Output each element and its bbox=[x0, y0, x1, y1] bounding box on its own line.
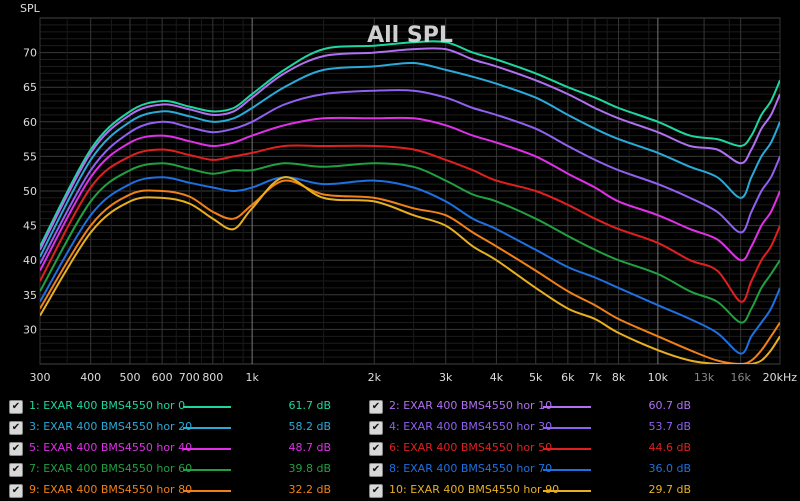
legend-swatch bbox=[183, 490, 231, 492]
legend-level: 39.8 dB bbox=[288, 462, 331, 475]
legend: ✔ 1: EXAR 400 BMS4550 hor 0 61.7 dB ✔ 2: EXA… bbox=[0, 393, 800, 500]
x-tick-label: 7k bbox=[588, 371, 602, 384]
legend-series-name: 5: EXAR 400 BMS4550 hor 40 bbox=[29, 441, 193, 454]
series-line-4 bbox=[40, 89, 780, 265]
y-tick-label: 30 bbox=[23, 323, 37, 336]
legend-swatch bbox=[543, 427, 591, 429]
legend-swatch bbox=[183, 448, 231, 450]
legend-level: 60.7 dB bbox=[648, 399, 691, 412]
legend-level: 32.2 dB bbox=[288, 483, 331, 496]
series-line-2 bbox=[40, 47, 780, 251]
legend-level: 36.0 dB bbox=[648, 462, 691, 475]
legend-checkbox[interactable]: ✔ bbox=[9, 400, 23, 414]
legend-level: 44.6 dB bbox=[648, 441, 691, 454]
legend-checkbox[interactable]: ✔ bbox=[369, 463, 383, 477]
series-lines bbox=[40, 40, 780, 364]
x-tick-label: 500 bbox=[120, 371, 141, 384]
legend-checkbox[interactable]: ✔ bbox=[9, 484, 23, 498]
legend-checkbox[interactable]: ✔ bbox=[369, 421, 383, 435]
legend-level: 48.7 dB bbox=[288, 441, 331, 454]
legend-series-name: 1: EXAR 400 BMS4550 hor 0 bbox=[29, 399, 186, 412]
y-tick-labels: 30 35 40 45 50 55 60 65 70 bbox=[23, 47, 37, 337]
legend-series-name: 9: EXAR 400 BMS4550 hor 80 bbox=[29, 483, 193, 496]
x-tick-label: 3k bbox=[439, 371, 453, 384]
series-line-10 bbox=[40, 176, 780, 364]
legend-swatch bbox=[183, 427, 231, 429]
legend-swatch bbox=[183, 406, 231, 408]
y-tick-label: 35 bbox=[23, 289, 37, 302]
legend-checkbox[interactable]: ✔ bbox=[369, 484, 383, 498]
x-tick-label: 5k bbox=[529, 371, 543, 384]
series-line-3 bbox=[40, 61, 780, 258]
x-tick-labels: 300 400 500 600 700 800 1k 2k 3k 4k 5k 6k 7k 8k 10k 13k… bbox=[30, 371, 798, 384]
series-line-6 bbox=[40, 144, 780, 303]
x-tick-label: 800 bbox=[202, 371, 223, 384]
legend-series-name: 3: EXAR 400 BMS4550 hor 20 bbox=[29, 420, 193, 433]
y-tick-label: 60 bbox=[23, 116, 37, 129]
legend-level: 61.7 dB bbox=[288, 399, 331, 412]
series-line-8 bbox=[40, 176, 780, 355]
y-tick-label: 70 bbox=[23, 47, 37, 60]
y-tick-label: 40 bbox=[23, 254, 37, 267]
legend-checkbox[interactable]: ✔ bbox=[9, 421, 23, 435]
legend-series-name: 6: EXAR 400 BMS4550 hor 50 bbox=[389, 441, 553, 454]
y-tick-label: 55 bbox=[23, 150, 37, 163]
y-tick-label: 50 bbox=[23, 185, 37, 198]
series-line-5 bbox=[40, 116, 780, 272]
legend-swatch bbox=[183, 469, 231, 471]
legend-level: 29.7 dB bbox=[648, 483, 691, 496]
x-tick-label: 16k bbox=[730, 371, 751, 384]
x-tick-label: 20kHz bbox=[763, 371, 798, 384]
x-tick-label: 300 bbox=[30, 371, 51, 384]
legend-series-name: 4: EXAR 400 BMS4550 hor 30 bbox=[389, 420, 553, 433]
legend-series-name: 8: EXAR 400 BMS4550 hor 70 bbox=[389, 462, 553, 475]
legend-level: 53.7 dB bbox=[648, 420, 691, 433]
y-tick-label: 45 bbox=[23, 220, 37, 233]
legend-series-name: 10: EXAR 400 BMS4550 hor 90 bbox=[389, 483, 560, 496]
legend-swatch bbox=[543, 406, 591, 408]
x-tick-label: 8k bbox=[612, 371, 626, 384]
legend-level: 58.2 dB bbox=[288, 420, 331, 433]
chart-title: All SPL bbox=[367, 23, 453, 48]
legend-checkbox[interactable]: ✔ bbox=[369, 442, 383, 456]
legend-checkbox[interactable]: ✔ bbox=[369, 400, 383, 414]
series-line-7 bbox=[40, 162, 780, 324]
legend-swatch bbox=[543, 490, 591, 492]
legend-series-name: 2: EXAR 400 BMS4550 hor 10 bbox=[389, 399, 553, 412]
legend-checkbox[interactable]: ✔ bbox=[9, 442, 23, 456]
y-axis-label: SPL bbox=[20, 2, 41, 15]
x-tick-label: 700 bbox=[179, 371, 200, 384]
legend-swatch bbox=[543, 448, 591, 450]
x-tick-label: 600 bbox=[152, 371, 173, 384]
x-tick-label: 1k bbox=[245, 371, 259, 384]
spl-chart: 30 35 40 45 50 55 60 65 70 300 400 500 600 700 800 1k 2… bbox=[20, 2, 798, 384]
series-line-1 bbox=[40, 40, 780, 247]
legend-series-name: 7: EXAR 400 BMS4550 hor 60 bbox=[29, 462, 193, 475]
x-tick-label: 4k bbox=[490, 371, 504, 384]
y-tick-label: 65 bbox=[23, 81, 37, 94]
x-tick-label: 6k bbox=[561, 371, 575, 384]
x-tick-label: 13k bbox=[694, 371, 715, 384]
legend-swatch bbox=[543, 469, 591, 471]
x-tick-label: 10k bbox=[648, 371, 669, 384]
legend-checkbox[interactable]: ✔ bbox=[9, 463, 23, 477]
x-tick-label: 2k bbox=[368, 371, 382, 384]
x-tick-label: 400 bbox=[80, 371, 101, 384]
grid bbox=[39, 18, 781, 364]
